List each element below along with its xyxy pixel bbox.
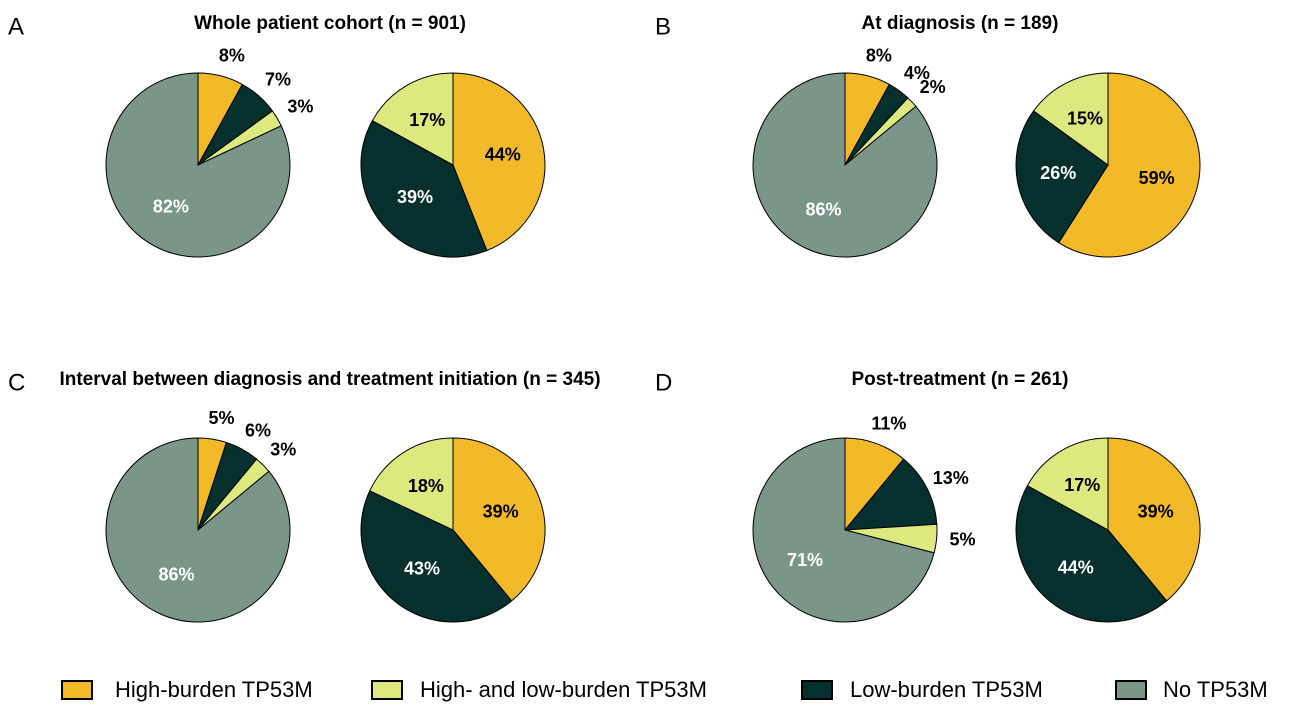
- legend-label: High- and low-burden TP53M: [420, 677, 707, 702]
- chart-title: Post-treatment (n = 261): [852, 369, 1069, 390]
- panel-letter: C: [8, 369, 25, 396]
- slice-label: 26%: [1040, 163, 1076, 183]
- slice-label: 5%: [949, 529, 975, 549]
- slice-label: 3%: [270, 440, 296, 460]
- chart-title: Whole patient cohort (n = 901): [194, 13, 466, 34]
- slice-label: 17%: [409, 110, 445, 130]
- pie-slice: [752, 437, 935, 623]
- panel-letter: B: [655, 13, 671, 40]
- pie-slice: [105, 437, 291, 623]
- slice-label: 15%: [1067, 109, 1103, 129]
- pie-slice: [1015, 484, 1168, 623]
- pie-slice: [843, 458, 938, 531]
- slice-label: 44%: [1058, 558, 1094, 578]
- pie-slice: [1015, 110, 1109, 244]
- slice-label: 59%: [1139, 168, 1175, 188]
- pie-slice: [1032, 72, 1109, 166]
- panel-letter: A: [8, 13, 24, 40]
- slice-label: 13%: [933, 468, 969, 488]
- chart-title: Interval between diagnosis and treatment…: [59, 369, 600, 390]
- slice-label: 82%: [153, 196, 189, 216]
- slice-label: 86%: [805, 200, 841, 220]
- pie-slice: [452, 72, 546, 252]
- slice-label: 44%: [485, 144, 521, 164]
- pie-slice: [369, 437, 454, 531]
- pie-slice: [452, 437, 546, 602]
- legend-swatch: [371, 680, 403, 700]
- slice-label: 43%: [404, 559, 440, 579]
- slice-label: 11%: [871, 413, 906, 433]
- legend-label: High-burden TP53M: [115, 677, 313, 702]
- pie-slice: [360, 490, 513, 623]
- pie-slice: [1026, 437, 1109, 531]
- slice-label: 2%: [920, 77, 946, 97]
- slice-label: 8%: [219, 45, 245, 65]
- panel-letter: D: [655, 369, 672, 396]
- pie-slice: [752, 72, 938, 258]
- slice-label: 39%: [397, 187, 433, 207]
- slice-label: 39%: [1138, 502, 1174, 522]
- slice-label: 8%: [866, 45, 892, 65]
- slice-label: 6%: [245, 421, 271, 441]
- slice-label: 39%: [483, 502, 519, 522]
- slice-label: 86%: [158, 565, 194, 585]
- slice-label: 18%: [408, 476, 444, 496]
- slice-label: 3%: [287, 97, 313, 117]
- chart-title: At diagnosis (n = 189): [862, 13, 1059, 34]
- slice-label: 5%: [209, 408, 235, 428]
- legend-label: Low-burden TP53M: [850, 677, 1043, 702]
- pie-slice: [105, 72, 291, 258]
- pie-slice: [371, 72, 454, 166]
- legend-label: No TP53M: [1163, 677, 1268, 702]
- slice-label: 71%: [787, 550, 823, 570]
- pie-slice: [1107, 437, 1201, 602]
- legend-swatch: [1115, 680, 1147, 700]
- legend-swatch: [61, 680, 93, 700]
- pie-slice: [360, 119, 488, 258]
- legend-swatch: [801, 680, 833, 700]
- pie-slice: [1058, 72, 1201, 258]
- slice-label: 7%: [265, 70, 291, 90]
- slice-label: 4%: [904, 63, 930, 83]
- slice-label: 17%: [1064, 475, 1100, 495]
